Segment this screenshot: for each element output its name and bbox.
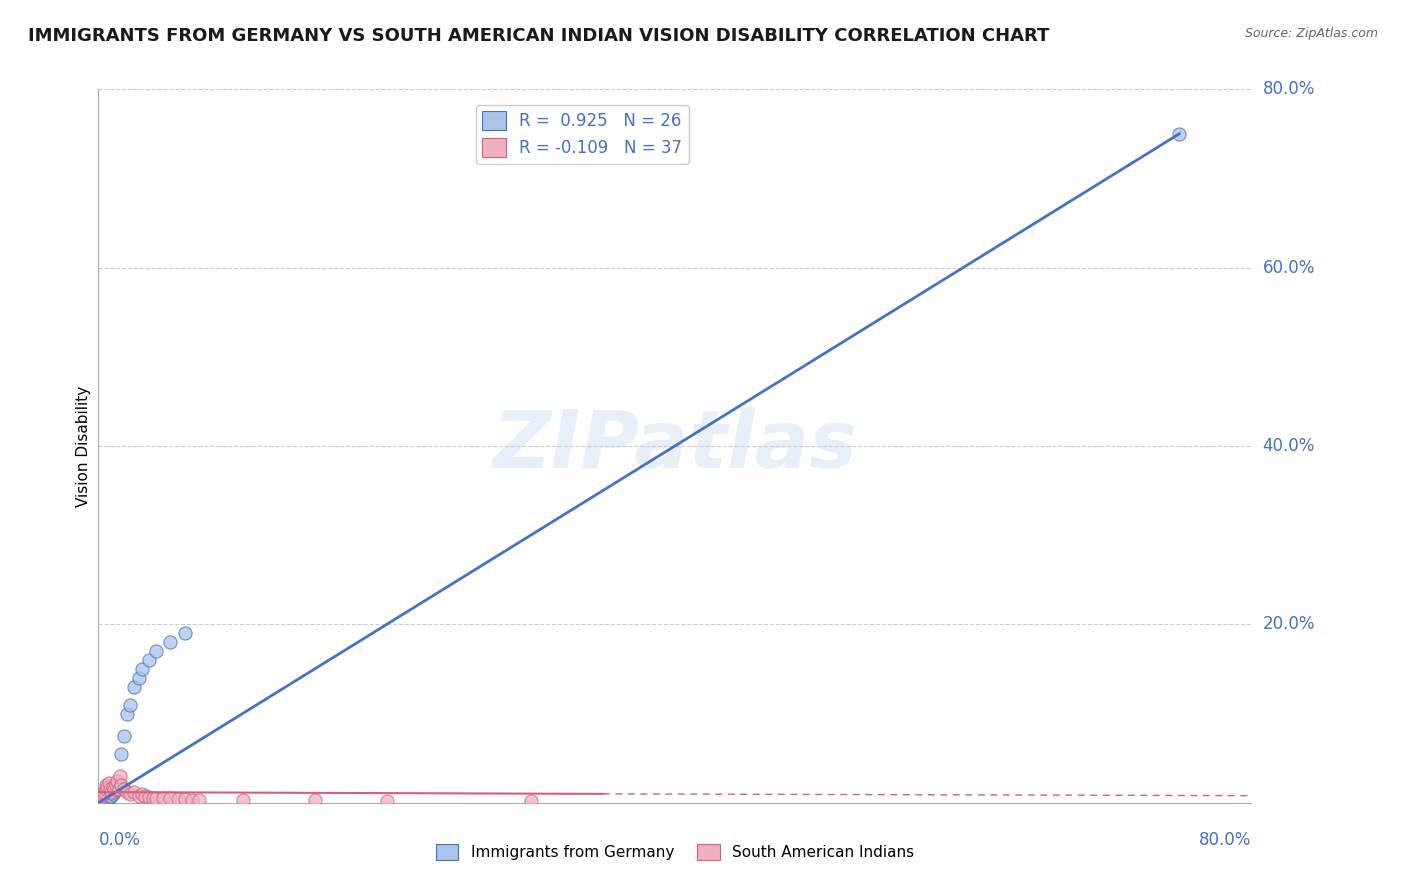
Point bbox=[91, 794, 114, 808]
Point bbox=[94, 778, 117, 792]
Text: 60.0%: 60.0% bbox=[1263, 259, 1315, 277]
Point bbox=[97, 791, 120, 805]
Point bbox=[98, 782, 121, 797]
Point bbox=[124, 680, 146, 694]
Point bbox=[520, 794, 543, 808]
Text: 40.0%: 40.0% bbox=[1263, 437, 1315, 455]
Point bbox=[104, 778, 127, 792]
Point bbox=[110, 778, 132, 792]
Point bbox=[188, 793, 211, 807]
Point bbox=[104, 783, 127, 797]
Point bbox=[105, 773, 128, 788]
Point bbox=[108, 769, 131, 783]
Point bbox=[91, 787, 114, 801]
Point bbox=[304, 793, 326, 807]
Point bbox=[159, 635, 181, 649]
Point bbox=[1168, 127, 1191, 141]
Point bbox=[138, 790, 160, 805]
Point bbox=[174, 626, 197, 640]
Point bbox=[159, 791, 181, 805]
Point bbox=[120, 787, 142, 801]
Text: 80.0%: 80.0% bbox=[1199, 830, 1251, 848]
Point bbox=[107, 782, 129, 797]
Point bbox=[138, 653, 160, 667]
Point bbox=[375, 794, 398, 808]
Point bbox=[124, 785, 146, 799]
Point bbox=[166, 792, 188, 806]
Text: 80.0%: 80.0% bbox=[1263, 80, 1315, 98]
Text: 0.0%: 0.0% bbox=[98, 830, 141, 848]
Point bbox=[174, 792, 197, 806]
Point bbox=[117, 785, 138, 799]
Point bbox=[145, 791, 167, 805]
Point bbox=[98, 790, 121, 805]
Point bbox=[117, 706, 138, 721]
Point bbox=[108, 778, 131, 792]
Point bbox=[96, 792, 118, 806]
Point bbox=[231, 793, 254, 807]
Point bbox=[131, 662, 153, 676]
Text: IMMIGRANTS FROM GERMANY VS SOUTH AMERICAN INDIAN VISION DISABILITY CORRELATION C: IMMIGRANTS FROM GERMANY VS SOUTH AMERICA… bbox=[28, 27, 1049, 45]
Point bbox=[128, 671, 150, 685]
Legend: Immigrants from Germany, South American Indians: Immigrants from Germany, South American … bbox=[429, 838, 921, 866]
Point bbox=[93, 785, 115, 799]
Point bbox=[181, 793, 204, 807]
Point bbox=[103, 785, 125, 799]
Point bbox=[100, 789, 122, 803]
Point bbox=[134, 789, 156, 803]
Point bbox=[93, 794, 115, 808]
Point bbox=[101, 787, 124, 801]
Text: Source: ZipAtlas.com: Source: ZipAtlas.com bbox=[1244, 27, 1378, 40]
Point bbox=[96, 780, 118, 794]
Point bbox=[97, 776, 120, 790]
Point bbox=[103, 782, 125, 797]
Point bbox=[112, 782, 135, 797]
Point bbox=[94, 793, 117, 807]
Point bbox=[105, 781, 128, 796]
Text: 20.0%: 20.0% bbox=[1263, 615, 1315, 633]
Point bbox=[90, 789, 112, 803]
Point bbox=[112, 729, 135, 743]
Point bbox=[142, 791, 165, 805]
Point bbox=[110, 747, 132, 761]
Y-axis label: Vision Disability: Vision Disability bbox=[76, 385, 91, 507]
Point bbox=[94, 782, 117, 797]
Point bbox=[145, 644, 167, 658]
Point bbox=[107, 780, 129, 794]
Point bbox=[89, 791, 111, 805]
Point bbox=[101, 780, 124, 794]
Point bbox=[120, 698, 142, 712]
Point bbox=[100, 785, 122, 799]
Text: ZIPatlas: ZIPatlas bbox=[492, 407, 858, 485]
Point bbox=[128, 789, 150, 803]
Point bbox=[90, 795, 112, 809]
Point bbox=[131, 787, 153, 801]
Point bbox=[152, 791, 174, 805]
